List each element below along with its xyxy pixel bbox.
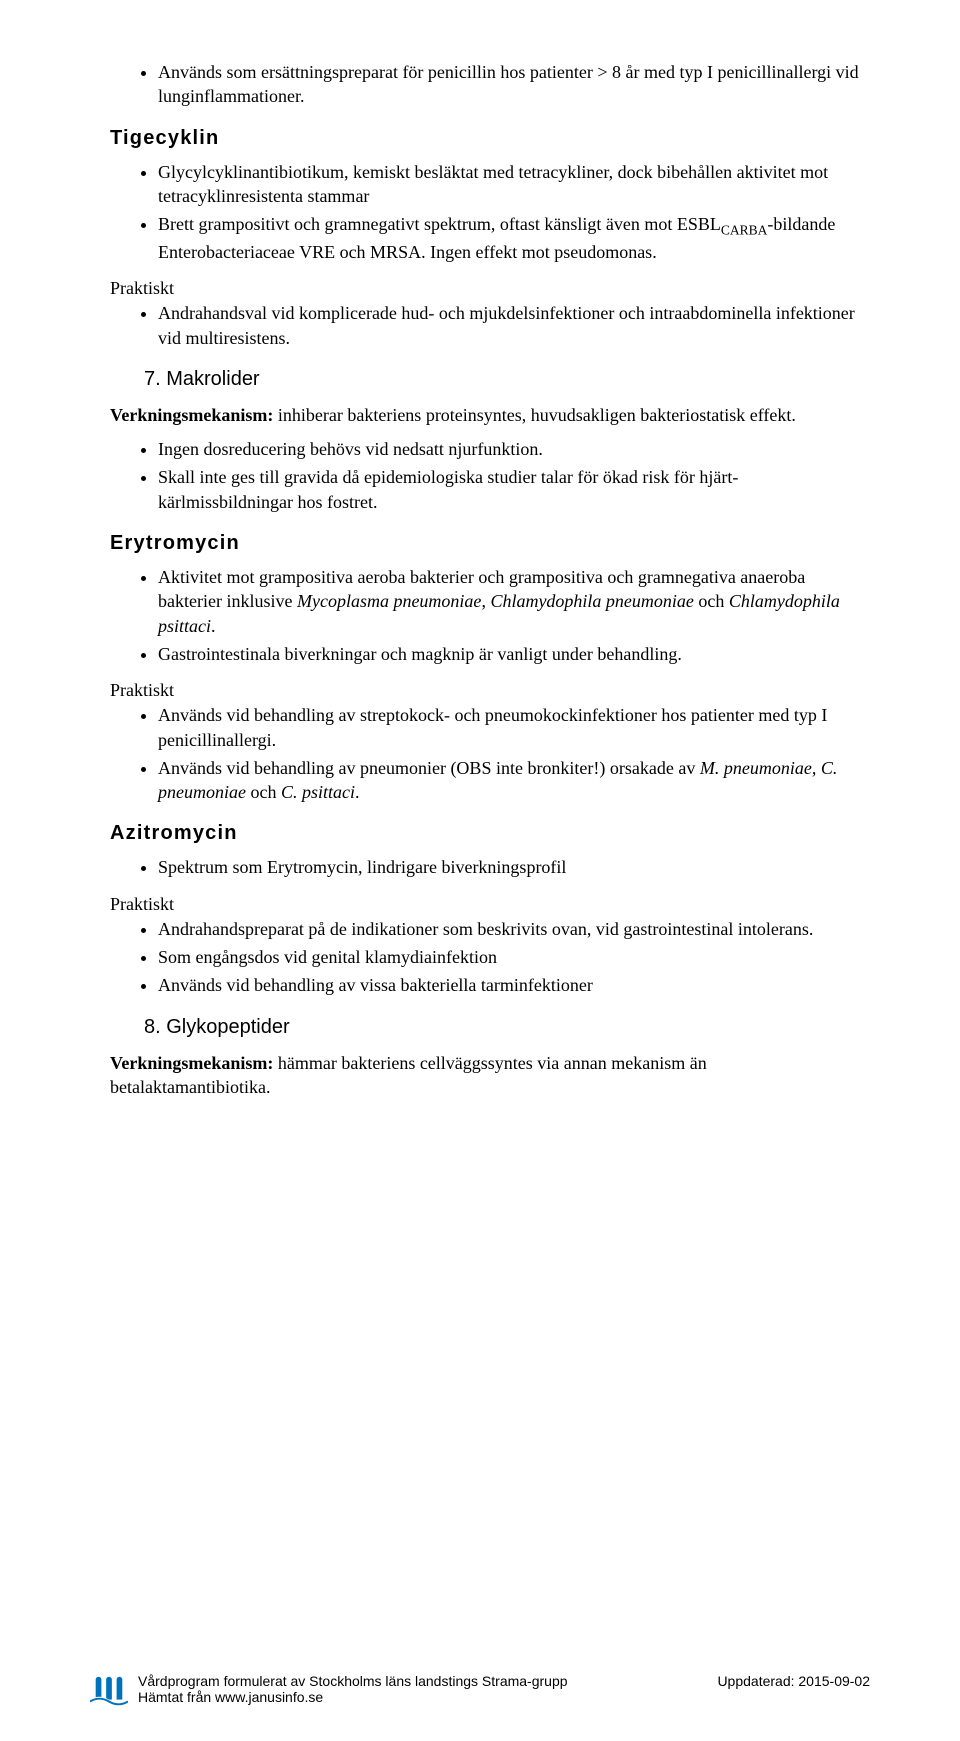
footer-left: Vårdprogram formulerat av Stockholms län…	[138, 1673, 717, 1705]
list-item: Spektrum som Erytromycin, lindrigare biv…	[158, 855, 870, 879]
heading-erytromycin: Erytromycin	[110, 532, 870, 555]
erytromycin-list: Aktivitet mot grampositiva aeroba bakter…	[110, 565, 870, 666]
heading-azitromycin: Azitromycin	[110, 822, 870, 845]
azitromycin-list: Spektrum som Erytromycin, lindrigare biv…	[110, 855, 870, 879]
list-item: Skall inte ges till gravida då epidemiol…	[158, 465, 870, 514]
mechanism-label: Verkningsmekanism:	[110, 405, 273, 425]
heading-section-8: 8. Glykopeptider	[144, 1016, 870, 1039]
text-fragment: ,	[812, 758, 821, 778]
list-item: Ingen dosreducering behövs vid nedsatt n…	[158, 437, 870, 461]
praktiskt-label: Praktiskt	[110, 278, 870, 299]
text-fragment: och	[246, 782, 281, 802]
list-item: Gastrointestinala biverkningar och magkn…	[158, 642, 870, 666]
mechanism-text: inhiberar bakteriens proteinsyntes, huvu…	[273, 405, 796, 425]
list-item: Aktivitet mot grampositiva aeroba bakter…	[158, 565, 870, 638]
footer-line-2: Hämtat från www.janusinfo.se	[138, 1689, 717, 1705]
list-item: Används som ersättningspreparat för peni…	[158, 60, 870, 109]
intro-bullet-list: Används som ersättningspreparat för peni…	[110, 60, 870, 109]
sll-logo-icon	[90, 1673, 128, 1711]
erytromycin-praktiskt-list: Används vid behandling av streptokock- o…	[110, 703, 870, 804]
list-item: Glycylcyklinantibiotikum, kemiskt besläk…	[158, 160, 870, 209]
heading-section-7: 7. Makrolider	[144, 368, 870, 391]
text-fragment: Används vid behandling av pneumonier (OB…	[158, 758, 700, 778]
azitromycin-praktiskt-list: Andrahandspreparat på de indikationer so…	[110, 917, 870, 998]
list-item: Andrahandsval vid komplicerade hud- och …	[158, 301, 870, 350]
document-page: { "top_list": { "item1": "Används som er…	[0, 0, 960, 1741]
mechanism-paragraph: Verkningsmekanism: hämmar bakteriens cel…	[110, 1051, 870, 1100]
tigecyklin-list: Glycylcyklinantibiotikum, kemiskt besläk…	[110, 160, 870, 265]
footer-right: Uppdaterad: 2015-09-02	[717, 1673, 870, 1689]
italic-species: M. pneumoniae	[700, 758, 812, 778]
page-footer: Vårdprogram formulerat av Stockholms län…	[90, 1673, 870, 1711]
tigecyklin-praktiskt-list: Andrahandsval vid komplicerade hud- och …	[110, 301, 870, 350]
italic-species: Mycoplasma pneumoniae	[297, 591, 481, 611]
italic-species: C. psittaci	[281, 782, 355, 802]
heading-tigecyklin: Tigecyklin	[110, 127, 870, 150]
mechanism-label: Verkningsmekanism:	[110, 1053, 273, 1073]
list-item: Andrahandspreparat på de indikationer so…	[158, 917, 870, 941]
text-fragment: och	[694, 591, 729, 611]
praktiskt-label: Praktiskt	[110, 680, 870, 701]
italic-species: Chlamydophila pneumoniae	[490, 591, 693, 611]
footer-row: Vårdprogram formulerat av Stockholms län…	[90, 1673, 870, 1711]
text-fragment: .	[355, 782, 360, 802]
mechanism-paragraph: Verkningsmekanism: inhiberar bakteriens …	[110, 403, 870, 427]
list-item: Används vid behandling av pneumonier (OB…	[158, 756, 870, 805]
list-item: Används vid behandling av vissa bakterie…	[158, 973, 870, 997]
text-fragment: .	[211, 616, 216, 636]
text-fragment: Brett grampositivt och gramnegativt spek…	[158, 214, 721, 234]
list-item: Som engångsdos vid genital klamydiainfek…	[158, 945, 870, 969]
list-item: Brett grampositivt och gramnegativt spek…	[158, 212, 870, 264]
list-item: Används vid behandling av streptokock- o…	[158, 703, 870, 752]
praktiskt-label: Praktiskt	[110, 894, 870, 915]
subscript: CARBA	[721, 223, 768, 238]
footer-line-1: Vårdprogram formulerat av Stockholms län…	[138, 1673, 717, 1689]
makrolider-list: Ingen dosreducering behövs vid nedsatt n…	[110, 437, 870, 514]
